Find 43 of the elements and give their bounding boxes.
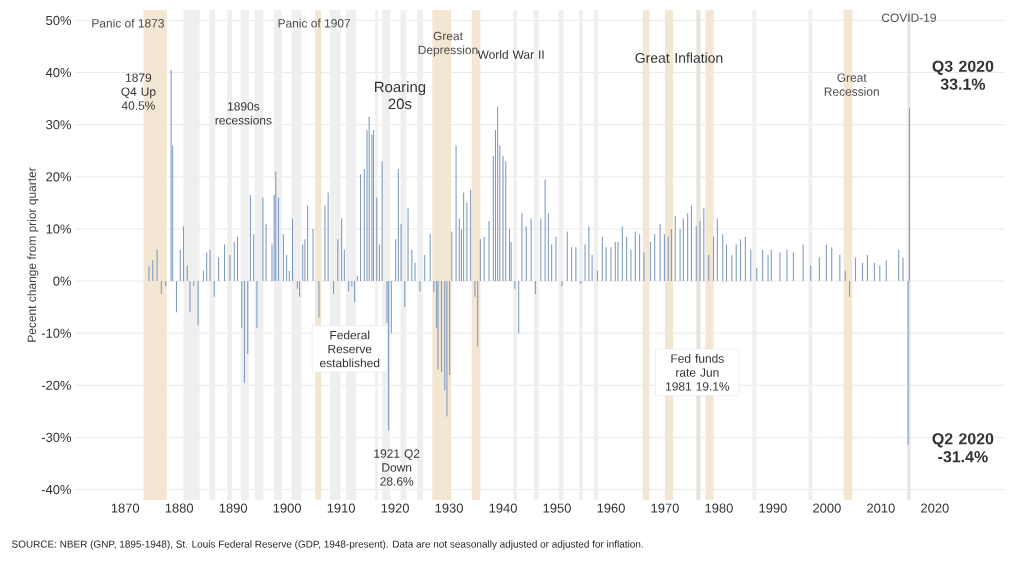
source-note: SOURCE: NBER (GNP, 1895-1948), St. Louis Federal Reserve (GDP, 1948-present). Data are not seasonally adjusted or adjusted for inflation.	[11, 540, 643, 550]
y-tick-label: 40%	[45, 67, 72, 78]
band-label: COVID-19	[881, 13, 936, 22]
annotation: Fed funds rate Jun 1981 19.1%	[666, 354, 730, 391]
x-tick-label: 1940	[489, 503, 517, 513]
band-label: Panic of 1873	[92, 18, 164, 28]
x-tick-label: 1960	[597, 503, 625, 513]
y-tick-label: 30%	[46, 120, 72, 130]
band-label: Great Depression	[418, 31, 478, 57]
annotation: Q3 2020 33.1%	[932, 60, 994, 90]
x-tick-label: 1980	[705, 503, 733, 513]
x-tick-label: 1920	[381, 503, 409, 513]
annotation: Federal Reserve established	[320, 330, 380, 368]
y-tick-label: -30%	[41, 432, 72, 443]
annotation: 1921 Q2 Down 28.6%	[374, 449, 420, 486]
band-label: Panic of 1907	[278, 18, 351, 28]
x-tick-label: 1990	[759, 503, 787, 513]
y-tick-label: 50%	[46, 15, 72, 25]
annotation: Q2 2020 -31.4%	[932, 433, 994, 463]
x-tick-label: 1950	[543, 503, 571, 513]
x-tick-label: 1930	[435, 503, 463, 513]
y-tick-label: 20%	[46, 172, 72, 182]
y-tick-label: 10%	[46, 224, 72, 234]
x-tick-label: 1910	[327, 503, 356, 513]
annotation: World War II	[477, 50, 544, 59]
x-tick-label: 2020	[921, 503, 949, 513]
x-tick-label: 2000	[813, 503, 841, 513]
y-tick-label: -20%	[41, 380, 72, 390]
y-tick-label: 0%	[53, 276, 72, 286]
band-label: Great Recession	[824, 73, 879, 96]
x-tick-label: 2010	[867, 503, 895, 513]
y-tick-label: -40%	[41, 484, 72, 495]
annotation: Great Inflation	[635, 52, 723, 63]
x-tick-label: 1970	[651, 503, 679, 513]
annotation: 1879 Q4 Up 40.5%	[121, 73, 156, 110]
annotation: Roaring 20s	[375, 81, 426, 110]
x-tick-label: 1870	[111, 503, 140, 513]
y-tick-label: -10%	[41, 328, 72, 338]
x-tick-label: 1880	[165, 503, 194, 513]
x-tick-label: 1890	[219, 503, 248, 513]
x-tick-label: 1900	[273, 503, 302, 513]
annotation: 1890s recessions	[215, 102, 272, 125]
y-axis-title: Pecent change from prior quarter	[27, 167, 39, 342]
